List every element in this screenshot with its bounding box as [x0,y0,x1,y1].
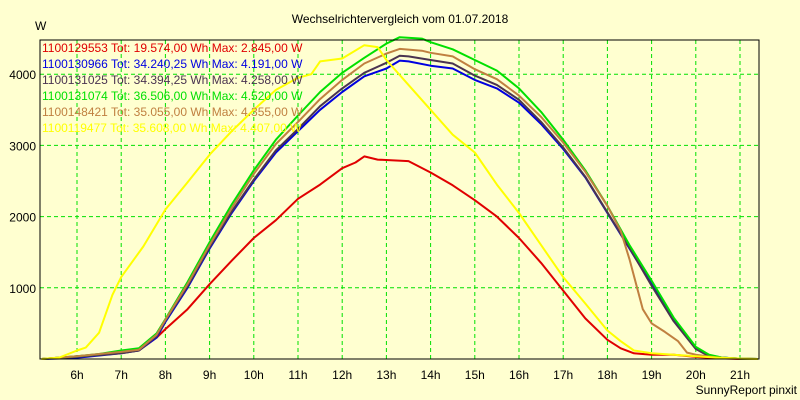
series-line-1100129553 [41,155,758,360]
legend-entry-1100148421: 1100148421 Tot: 35.055,00 Wh Max: 4.355,… [42,105,303,119]
chart-title: Wechselrichtervergleich vom 01.07.2018 [292,12,509,26]
x-tick-label: 16h [509,368,529,382]
y-tick-label: 3000 [9,139,36,153]
legend-entry-1100131025: 1100131025 Tot: 34.394,25 Wh Max: 4.258,… [42,73,303,87]
x-tick-label: 6h [70,368,83,382]
y-axis-ticks: 1000 2000 3000 4000 [9,68,36,296]
x-tick-label: 11h [288,368,307,382]
x-tick-label: 15h [465,368,485,382]
legend-entry-1100130966: 1100130966 Tot: 34.240,25 Wh Max: 4.191,… [42,57,303,71]
series-line-1100148421 [41,47,758,360]
x-tick-label: 9h [203,368,216,382]
series-line-1100119477 [41,44,758,360]
x-tick-label: 13h [376,368,396,382]
x-tick-label: 20h [686,368,706,382]
grid-lines [40,40,759,359]
x-tick-label: 10h [244,368,264,382]
x-tick-label: 14h [421,368,441,382]
series-lines [41,36,758,360]
y-tick-label: 1000 [9,282,36,296]
x-axis-ticks: 6h 7h 8h 9h 10h 11h 12h 13h 14h 15h 16h 17h 18h 19h 20… [70,368,750,382]
x-tick-label: 8h [159,368,172,382]
x-tick-label: 19h [642,368,662,382]
x-tick-label: 7h [115,368,128,382]
x-tick-label: 12h [332,368,352,382]
y-tick-label: 4000 [9,68,36,82]
legend-entry-1100131074: 1100131074 Tot: 36.506,00 Wh Max: 4.520,… [42,89,303,103]
legend-entry-1100119477: 1100119477 Tot: 35.608,00 Wh Max: 4.407,… [42,121,302,135]
y-axis-label: W [35,19,47,33]
x-tick-label: 17h [553,368,573,382]
plot-frame [39,39,760,360]
x-tick-label: 21h [730,368,750,382]
legend: 1100129553 Tot: 19.574,00 Wh Max: 2.845,… [42,41,303,135]
y-tick-label: 2000 [9,211,36,225]
legend-entry-1100129553: 1100129553 Tot: 19.574,00 Wh Max: 2.845,… [42,41,303,55]
x-tick-label: 18h [597,368,617,382]
footer-credit: SunnyReport pinxit [696,383,798,397]
